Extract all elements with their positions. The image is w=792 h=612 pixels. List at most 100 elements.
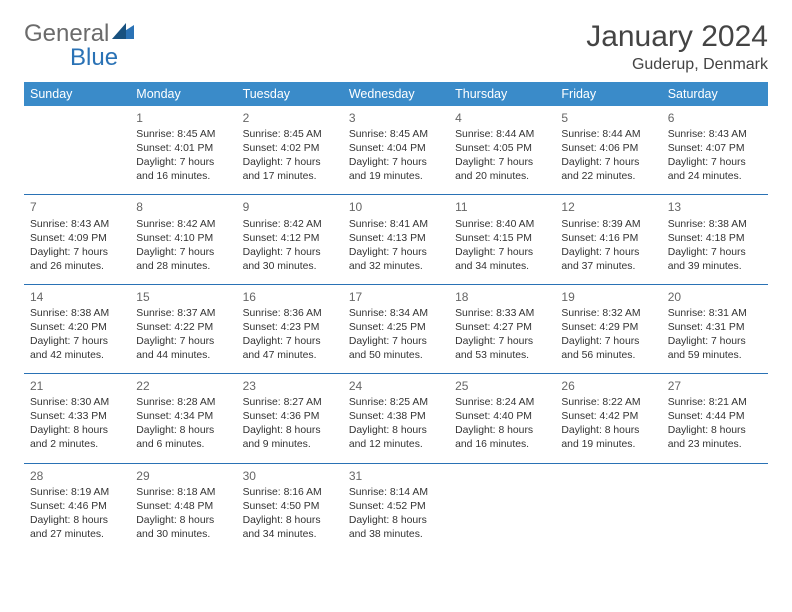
day-number: 5 <box>561 110 655 126</box>
sunrise-text: Sunrise: 8:45 AM <box>349 128 443 142</box>
daylight-text: and 19 minutes. <box>349 170 443 184</box>
sunset-text: Sunset: 4:52 PM <box>349 500 443 514</box>
daylight-text: Daylight: 8 hours <box>668 424 762 438</box>
daylight-text: Daylight: 7 hours <box>455 156 549 170</box>
daylight-text: and 17 minutes. <box>243 170 337 184</box>
day-number: 14 <box>30 289 124 305</box>
calendar-day-cell: 27 Sunrise: 8:21 AMSunset: 4:44 PMDayligh… <box>662 374 768 463</box>
day-number: 21 <box>30 378 124 394</box>
sunset-text: Sunset: 4:44 PM <box>668 410 762 424</box>
daylight-text: and 23 minutes. <box>668 438 762 452</box>
sunrise-text: Sunrise: 8:22 AM <box>561 396 655 410</box>
daylight-text: Daylight: 8 hours <box>349 514 443 528</box>
sunrise-text: Sunrise: 8:27 AM <box>243 396 337 410</box>
daylight-text: and 19 minutes. <box>561 438 655 452</box>
sunset-text: Sunset: 4:38 PM <box>349 410 443 424</box>
calendar-day-cell: 15Sunrise: 8:37 AMSunset: 4:22 PMDayligh… <box>130 284 236 373</box>
calendar-day-cell <box>24 106 130 195</box>
day-number: 11 <box>455 199 549 215</box>
daylight-text: and 26 minutes. <box>30 260 124 274</box>
sunrise-text: Sunrise: 8:45 AM <box>136 128 230 142</box>
daylight-text: and 42 minutes. <box>30 349 124 363</box>
daylight-text: and 56 minutes. <box>561 349 655 363</box>
daylight-text: Daylight: 7 hours <box>136 246 230 260</box>
calendar-day-cell: 2Sunrise: 8:45 AMSunset: 4:02 PMDaylight… <box>237 106 343 195</box>
weekday-header: Friday <box>555 82 661 106</box>
daylight-text: Daylight: 7 hours <box>561 246 655 260</box>
sunrise-text: Sunrise: 8:24 AM <box>455 396 549 410</box>
daylight-text: Daylight: 8 hours <box>243 514 337 528</box>
sunrise-text: Sunrise: 8:21 AM <box>668 396 762 410</box>
title-block: January 2024 Guderup, Denmark <box>586 20 768 74</box>
daylight-text: Daylight: 7 hours <box>455 335 549 349</box>
calendar-day-cell: 29Sunrise: 8:18 AMSunset: 4:48 PMDayligh… <box>130 463 236 552</box>
sunrise-text: Sunrise: 8:40 AM <box>455 218 549 232</box>
day-number: 4 <box>455 110 549 126</box>
sunrise-text: Sunrise: 8:38 AM <box>30 307 124 321</box>
daylight-text: Daylight: 7 hours <box>349 335 443 349</box>
sunset-text: Sunset: 4:25 PM <box>349 321 443 335</box>
calendar-body: 1Sunrise: 8:45 AMSunset: 4:01 PMDaylight… <box>24 106 768 552</box>
calendar-week-row: 14Sunrise: 8:38 AMSunset: 4:20 PMDayligh… <box>24 284 768 373</box>
sunset-text: Sunset: 4:18 PM <box>668 232 762 246</box>
day-number: 27 <box>668 378 762 394</box>
sunrise-text: Sunrise: 8:43 AM <box>668 128 762 142</box>
calendar-day-cell: 30Sunrise: 8:16 AMSunset: 4:50 PMDayligh… <box>237 463 343 552</box>
daylight-text: Daylight: 7 hours <box>455 246 549 260</box>
day-number: 9 <box>243 199 337 215</box>
day-number: 2 <box>243 110 337 126</box>
calendar-day-cell: 1Sunrise: 8:45 AMSunset: 4:01 PMDaylight… <box>130 106 236 195</box>
calendar-table: Sunday Monday Tuesday Wednesday Thursday… <box>24 82 768 552</box>
sunrise-text: Sunrise: 8:14 AM <box>349 486 443 500</box>
weekday-header: Tuesday <box>237 82 343 106</box>
day-number: 25 <box>455 378 549 394</box>
sunrise-text: Sunrise: 8:44 AM <box>561 128 655 142</box>
sunset-text: Sunset: 4:04 PM <box>349 142 443 156</box>
daylight-text: Daylight: 8 hours <box>136 424 230 438</box>
sunrise-text: Sunrise: 8:37 AM <box>136 307 230 321</box>
sunset-text: Sunset: 4:12 PM <box>243 232 337 246</box>
calendar-day-cell <box>449 463 555 552</box>
sunrise-text: Sunrise: 8:42 AM <box>136 218 230 232</box>
daylight-text: Daylight: 7 hours <box>243 246 337 260</box>
daylight-text: and 9 minutes. <box>243 438 337 452</box>
calendar-day-cell <box>662 463 768 552</box>
day-number: 10 <box>349 199 443 215</box>
logo-text-general: General <box>24 22 109 46</box>
daylight-text: and 34 minutes. <box>243 528 337 542</box>
daylight-text: Daylight: 8 hours <box>561 424 655 438</box>
sunset-text: Sunset: 4:09 PM <box>30 232 124 246</box>
calendar-week-row: 1Sunrise: 8:45 AMSunset: 4:01 PMDaylight… <box>24 106 768 195</box>
daylight-text: and 50 minutes. <box>349 349 443 363</box>
daylight-text: Daylight: 8 hours <box>455 424 549 438</box>
sunset-text: Sunset: 4:06 PM <box>561 142 655 156</box>
weekday-header: Sunday <box>24 82 130 106</box>
sunrise-text: Sunrise: 8:19 AM <box>30 486 124 500</box>
sunset-text: Sunset: 4:36 PM <box>243 410 337 424</box>
daylight-text: Daylight: 7 hours <box>561 156 655 170</box>
daylight-text: Daylight: 8 hours <box>349 424 443 438</box>
calendar-day-cell: 5 Sunrise: 8:44 AMSunset: 4:06 PMDaylight… <box>555 106 661 195</box>
daylight-text: Daylight: 8 hours <box>243 424 337 438</box>
day-number: 23 <box>243 378 337 394</box>
daylight-text: and 20 minutes. <box>455 170 549 184</box>
day-number: 28 <box>30 468 124 484</box>
daylight-text: and 32 minutes. <box>349 260 443 274</box>
sunset-text: Sunset: 4:15 PM <box>455 232 549 246</box>
sunset-text: Sunset: 4:05 PM <box>455 142 549 156</box>
day-number: 8 <box>136 199 230 215</box>
sunset-text: Sunset: 4:10 PM <box>136 232 230 246</box>
calendar-day-cell: 6Sunrise: 8:43 AMSunset: 4:07 PMDaylight… <box>662 106 768 195</box>
day-number: 31 <box>349 468 443 484</box>
sunrise-text: Sunrise: 8:39 AM <box>561 218 655 232</box>
daylight-text: and 44 minutes. <box>136 349 230 363</box>
daylight-text: Daylight: 7 hours <box>668 156 762 170</box>
calendar-day-cell: 16Sunrise: 8:36 AMSunset: 4:23 PMDayligh… <box>237 284 343 373</box>
logo-text-blue: Blue <box>70 44 118 71</box>
day-number: 13 <box>668 199 762 215</box>
day-number: 6 <box>668 110 762 126</box>
sunset-text: Sunset: 4:48 PM <box>136 500 230 514</box>
sunrise-text: Sunrise: 8:41 AM <box>349 218 443 232</box>
sunset-text: Sunset: 4:46 PM <box>30 500 124 514</box>
calendar-day-cell: 18Sunrise: 8:33 AMSunset: 4:27 PMDayligh… <box>449 284 555 373</box>
